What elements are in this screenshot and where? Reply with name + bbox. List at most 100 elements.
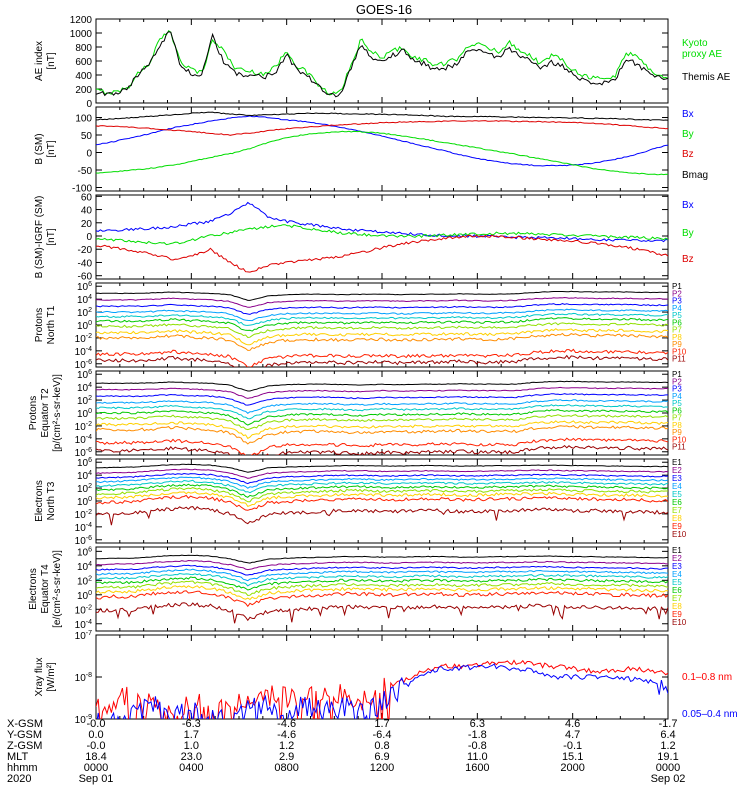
series-line-e9 [96,590,668,608]
y-axis-label: B (SM)-IGRF (SM) [34,196,45,279]
series-line-p4 [96,399,668,414]
y-tick-label: 600 [75,57,92,68]
ephemeris-row-label: Y-GSM [7,729,43,741]
ephemeris-value: -1.7 [658,718,678,730]
ephemeris-value: 1.7 [374,718,390,730]
series-line-e7 [96,487,668,503]
ephemeris-row-label: Z-GSM [7,740,43,752]
legend-label: Kyoto [682,38,708,49]
legend-label: P6 [672,318,682,327]
panel-bigrf: -60 -40 -20 0 20 40 60 B (SM)-IGRF (SM) [nT] Bx By… [34,192,694,282]
panel-bsm: -100 -50 0 50 100 B (SM) [nT] Bx By Bz Bmag [34,106,708,195]
y-tick-label: 10-4 [75,346,92,358]
series-line-by [96,224,668,246]
y-axis-label: North T1 [46,305,57,344]
ephemeris-value: 0000 [655,762,681,774]
ephemeris-value: 19.1 [657,751,679,763]
y-tick-label: 10-6 [75,535,92,547]
y-tick-label: 104 [77,382,92,394]
series-line-p8 [96,420,668,440]
y-tick-label: 10-2 [75,333,92,345]
series-line-p7 [96,322,668,339]
ephemeris-value: 4.7 [565,729,581,741]
y-axis-label: [nT] [46,228,57,245]
y-axis-label: [nT] [46,140,57,157]
ephemeris-value: 15.1 [561,751,584,763]
legend-label: P9 [672,428,682,437]
y-tick-label: 100 [77,496,92,508]
y-tick-label: 10-4 [75,434,92,446]
series-line-e6 [96,576,668,591]
series-line-bx [96,201,668,243]
ephemeris-value: 1.7 [183,729,199,741]
y-axis-label: [nT] [46,52,57,69]
legend-label: E9 [672,522,682,531]
ephemeris-row-label: 2020 [7,773,32,785]
y-axis-label: Protons [28,396,39,430]
ephemeris-value: 0000 [83,762,109,774]
ephemeris-row-label: MLT [7,751,29,763]
ephemeris-value: 1200 [369,762,395,774]
legend-label: P7 [672,414,682,423]
y-axis-label: [W/m²] [46,662,57,692]
y-tick-label: -60 [78,272,93,283]
y-tick-label: 200 [75,85,92,96]
y-tick-label: 1200 [70,15,93,26]
legend-label: E2 [672,466,682,475]
legend-label: E3 [672,474,682,483]
ephemeris-value: 1600 [465,762,490,774]
series-line-p10 [96,437,668,455]
legend-label: Bx [682,109,694,120]
y-axis-label: Equator T2 [40,388,51,438]
series-line-e7 [96,580,668,597]
panel-frame [95,546,669,632]
legend-label: proxy AE [682,49,722,60]
y-tick-label: 100 [77,408,92,420]
y-tick-label: 10-4 [75,619,92,631]
ephemeris-value: -0.0 [86,740,106,752]
legend-label: 0.05–0.4 nm [682,709,738,720]
legend-label: E4 [672,482,682,491]
series-line-p1 [96,290,668,301]
panel-ae: 0 200 400 600 800 1000 1200 AE index [nT] Kyotopr… [34,15,731,110]
legend-label: E6 [672,586,682,595]
legend-label: E8 [672,602,682,611]
series-line-p8 [96,328,668,346]
y-axis-label: AE index [34,41,45,81]
legend-label: E10 [672,530,687,539]
y-axis-label: Xray flux [34,658,45,697]
legend-label: P10 [672,435,687,444]
legend-label: By [682,228,694,239]
series-line-e3 [96,472,668,485]
legend-label: E1 [672,546,682,555]
series-line-e4 [96,568,668,582]
y-tick-label: 10-4 [75,522,92,534]
series-line-p1 [96,380,668,392]
legend-label: P4 [672,304,682,313]
legend-label: P8 [672,333,682,342]
legend-label: P2 [672,289,682,298]
y-axis-label: Equator T4 [40,564,51,614]
ephemeris-value: 23.0 [180,751,203,763]
series-line-e4 [96,476,668,489]
plot-area [96,380,668,455]
ephemeris-value: 0400 [179,762,204,774]
ephemeris-value: -6.4 [372,729,392,741]
legend-label: E10 [672,618,687,627]
plot-area [96,554,668,624]
series-line-0-1-0-8-nm [96,659,668,719]
y-tick-label: 0 [86,99,92,110]
series-line-e2 [96,468,668,479]
y-tick-label: 10-8 [75,672,92,684]
y-tick-label: 10-2 [75,421,92,433]
ephemeris-value: 6.3 [469,718,485,730]
legend-label: P3 [672,297,682,306]
panel-electrons-t4: 10-4 10-2 100 102 104 106 Electrons Equator T4[… [28,546,687,632]
series-line-by [96,130,668,176]
y-tick-label: 1000 [70,29,93,40]
y-tick-label: -40 [78,258,93,269]
legend-label: E6 [672,498,682,507]
legend-label: P2 [672,377,682,386]
